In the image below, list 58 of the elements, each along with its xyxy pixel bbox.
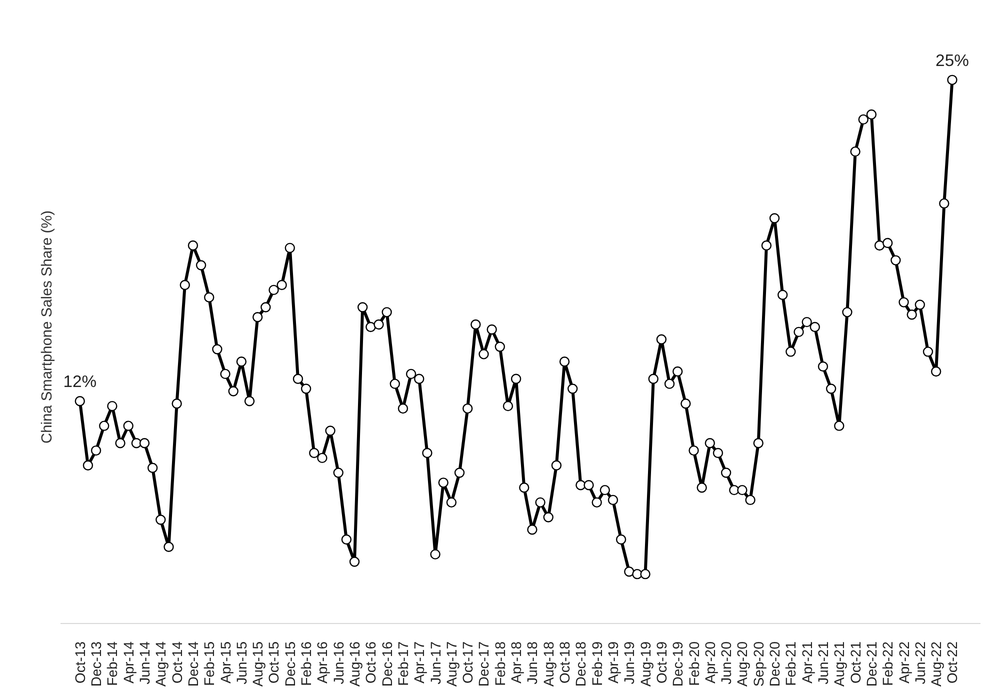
x-tick-label: Feb-20: [686, 641, 702, 686]
x-tick-label: Jun-22: [912, 641, 928, 684]
x-tick-label: Feb-17: [394, 641, 411, 686]
y-axis-title: China Smartphone Sales Share (%): [40, 210, 56, 444]
data-label: 25%: [936, 50, 970, 70]
x-tick-label: Apr-18: [508, 641, 524, 684]
x-tick-label: Aug-20: [734, 641, 750, 687]
x-tick-label: Apr-19: [604, 641, 621, 684]
x-tick-label: Jun-21: [814, 641, 831, 684]
x-tick-label: Oct-14: [168, 641, 185, 684]
x-tick-label: Oct-22: [944, 641, 960, 684]
x-tick-label: Oct-17: [460, 641, 476, 684]
x-tick-label: Jun-20: [718, 641, 734, 684]
x-tick-label: Aug-19: [637, 641, 654, 687]
x-tick-label: Aug-15: [250, 641, 266, 687]
x-tick-label: Feb-14: [104, 641, 120, 686]
x-tick-label: Dec-17: [476, 641, 492, 687]
x-tick-label: Oct-16: [362, 641, 379, 684]
x-tick-label: Feb-19: [588, 641, 605, 686]
x-tick-label: Aug-16: [346, 641, 363, 687]
x-tick-label: Oct-15: [266, 641, 282, 684]
x-tick-label: Feb-15: [201, 641, 218, 686]
x-tick-label: Aug-17: [443, 641, 460, 687]
x-tick-label: Dec-16: [378, 641, 395, 687]
x-tick-label: Dec-19: [670, 641, 686, 687]
x-tick-label: Dec-13: [88, 641, 104, 687]
x-tick-label: Oct-19: [653, 641, 670, 684]
x-tick-label: Apr-22: [896, 641, 912, 684]
x-tick-label: Apr-15: [217, 641, 234, 684]
x-tick-label: Apr-17: [411, 641, 428, 684]
x-tick-label: Aug-22: [928, 641, 944, 687]
x-tick-label: Oct-21: [847, 641, 864, 684]
x-tick-label: Jun-14: [136, 641, 153, 684]
x-tick-label: Jun-15: [233, 641, 250, 684]
x-tick-label: Sep-20: [750, 641, 766, 687]
x-tick-label: Aug-21: [831, 641, 848, 687]
x-tick-label: Aug-18: [540, 641, 556, 687]
x-tick-label: Jun-16: [330, 641, 346, 684]
x-tick-label: Dec-18: [572, 641, 589, 687]
x-tick-label: Dec-20: [766, 641, 783, 687]
x-tick-label: Apr-14: [120, 641, 136, 684]
x-tick-label: Aug-14: [152, 641, 169, 687]
x-tick-label: Dec-14: [184, 641, 201, 687]
x-tick-label: Jun-17: [427, 641, 444, 684]
x-tick-label: Jun-19: [621, 641, 638, 684]
x-tick-label: Dec-21: [863, 641, 880, 687]
x-tick-label: Apr-21: [798, 641, 815, 684]
x-tick-label: Apr-16: [314, 641, 330, 684]
data-label: 12%: [63, 372, 97, 392]
x-tick-label: Jun-18: [524, 641, 540, 684]
x-tick-label: Feb-22: [880, 641, 896, 686]
x-tick-label: Apr-20: [702, 641, 718, 684]
x-tick-label: Feb-21: [782, 641, 799, 686]
x-tick-label: Dec-15: [282, 641, 298, 687]
x-tick-label: Oct-18: [556, 641, 573, 684]
x-tick-label: Oct-13: [72, 641, 88, 684]
x-tick-label: Feb-18: [492, 641, 508, 686]
x-tick-label: Feb-16: [298, 641, 314, 686]
